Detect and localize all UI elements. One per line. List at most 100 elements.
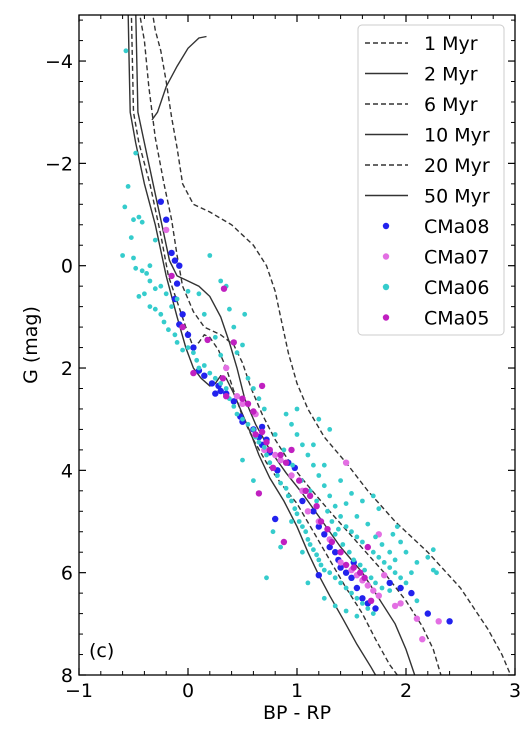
point-cma06 bbox=[152, 306, 158, 312]
point-cma06 bbox=[360, 539, 365, 545]
x-tick-label: −1 bbox=[65, 680, 93, 702]
y-tick-label: 4 bbox=[61, 460, 73, 482]
point-cma06 bbox=[392, 557, 398, 563]
point-cma07 bbox=[239, 400, 246, 407]
point-cma06 bbox=[370, 493, 376, 499]
point-cma06 bbox=[131, 255, 136, 261]
point-cma06 bbox=[194, 357, 200, 363]
point-cma06 bbox=[387, 565, 393, 570]
point-cma05 bbox=[204, 336, 211, 344]
point-cma08 bbox=[184, 331, 192, 338]
point-cma05 bbox=[364, 543, 371, 551]
point-cma06 bbox=[240, 342, 245, 348]
point-cma06 bbox=[275, 473, 280, 478]
point-cma06 bbox=[373, 534, 378, 540]
point-cma07 bbox=[375, 592, 382, 599]
point-cma05 bbox=[277, 451, 284, 459]
point-cma06 bbox=[267, 460, 273, 466]
point-cma06 bbox=[234, 350, 240, 356]
point-cma06 bbox=[139, 219, 145, 225]
point-cma06 bbox=[256, 439, 262, 445]
point-cma06 bbox=[223, 386, 229, 391]
legend-label: CMa08 bbox=[424, 216, 489, 238]
point-cma08 bbox=[168, 249, 175, 257]
point-cma06 bbox=[351, 557, 357, 563]
point-cma06 bbox=[394, 524, 400, 529]
y-tick-label: 6 bbox=[61, 563, 73, 585]
point-cma08 bbox=[337, 564, 344, 571]
point-cma06 bbox=[234, 411, 240, 417]
point-cma06 bbox=[139, 268, 145, 274]
point-cma08 bbox=[217, 387, 224, 395]
legend: 1 Myr 2 Myr 6 Myr 10 Myr 20 Myr 50 Myr CMa08 CM… bbox=[357, 24, 505, 336]
point-cma06 bbox=[185, 288, 191, 294]
point-cma06 bbox=[300, 524, 305, 529]
point-cma05 bbox=[317, 518, 325, 525]
point-cma06 bbox=[414, 598, 420, 604]
point-cma06 bbox=[242, 311, 248, 317]
point-cma06 bbox=[231, 324, 237, 330]
point-cma06 bbox=[289, 519, 294, 524]
point-cma06 bbox=[305, 537, 311, 542]
point-cma05 bbox=[263, 439, 270, 446]
point-cma06 bbox=[365, 606, 371, 611]
point-cma06 bbox=[136, 214, 142, 220]
legend-label: 6 Myr bbox=[424, 94, 478, 116]
point-cma06 bbox=[251, 427, 256, 432]
point-cma06 bbox=[370, 611, 376, 616]
point-cma08 bbox=[208, 380, 216, 387]
point-cma06 bbox=[307, 542, 313, 547]
point-cma05 bbox=[244, 400, 252, 407]
legend-label: CMa06 bbox=[424, 277, 489, 299]
point-cma08 bbox=[176, 262, 183, 269]
point-cma08 bbox=[190, 344, 197, 351]
point-cma06 bbox=[311, 462, 316, 468]
x-tick-label: 0 bbox=[182, 680, 194, 702]
point-cma07 bbox=[435, 618, 442, 625]
point-cma06 bbox=[336, 526, 341, 532]
point-cma06 bbox=[289, 421, 294, 427]
point-cma06 bbox=[338, 514, 343, 519]
point-cma06 bbox=[387, 549, 393, 555]
point-cma06 bbox=[327, 570, 333, 576]
legend-marker bbox=[382, 314, 390, 321]
point-cma06 bbox=[316, 416, 322, 422]
point-cma06 bbox=[332, 603, 338, 609]
point-cma05 bbox=[328, 538, 336, 546]
point-cma06 bbox=[338, 580, 343, 586]
isochrone-20-myr bbox=[130, 15, 398, 675]
y-tick-label: 8 bbox=[61, 665, 73, 687]
point-cma08 bbox=[201, 372, 208, 379]
point-cma06 bbox=[278, 480, 283, 486]
point-cma06 bbox=[327, 427, 333, 432]
point-cma07 bbox=[304, 508, 312, 515]
point-cma08 bbox=[408, 589, 415, 597]
point-cma06 bbox=[169, 304, 175, 309]
point-cma06 bbox=[349, 590, 354, 596]
point-cma07 bbox=[342, 459, 350, 466]
point-cma06 bbox=[349, 529, 354, 535]
point-cma08 bbox=[258, 423, 266, 431]
point-cma06 bbox=[354, 595, 360, 601]
point-cma06 bbox=[292, 506, 298, 512]
y-axis-label: G (mag) bbox=[20, 306, 42, 384]
point-cma06 bbox=[290, 462, 295, 468]
point-cma06 bbox=[201, 311, 207, 317]
point-cma06 bbox=[325, 508, 330, 514]
point-cma06 bbox=[251, 386, 256, 391]
point-cma07 bbox=[163, 226, 170, 234]
point-cma06 bbox=[329, 519, 335, 524]
point-cma06 bbox=[131, 217, 136, 223]
point-cma06 bbox=[307, 488, 313, 494]
point-cma06 bbox=[409, 570, 414, 576]
point-cma08 bbox=[446, 618, 453, 625]
isochrone-2-myr bbox=[151, 35, 207, 121]
point-cma07 bbox=[419, 636, 426, 643]
point-cma06 bbox=[270, 529, 276, 535]
point-cma06 bbox=[123, 48, 129, 54]
point-cma06 bbox=[294, 432, 300, 437]
data-points bbox=[120, 48, 453, 643]
point-cma06 bbox=[354, 514, 360, 519]
point-cma06 bbox=[303, 529, 309, 535]
